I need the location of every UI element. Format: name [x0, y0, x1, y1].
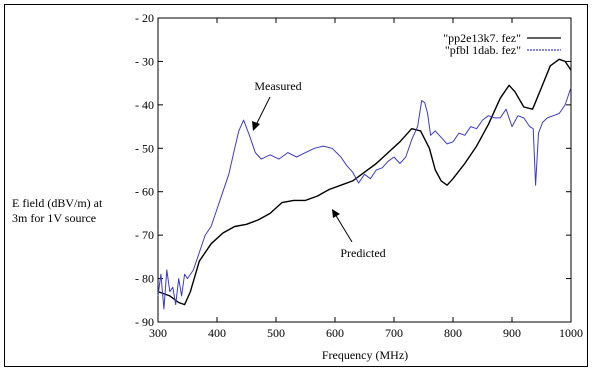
plot-area: [157, 17, 572, 323]
legend-label-measured-file: "pfbl 1dab. fez": [445, 43, 521, 57]
y-axis-ticks: - 20 - 30 - 40 - 50 - 60 - 70 - 80 - 90: [135, 11, 571, 329]
plot-border: [157, 17, 572, 323]
y-tick-label: - 50: [135, 141, 154, 155]
y-tick-label: - 60: [135, 185, 154, 199]
y-tick-label: - 30: [135, 54, 154, 68]
y-tick-label: - 80: [135, 272, 154, 286]
x-tick-label: 400: [208, 326, 226, 340]
y-tick-label: - 40: [135, 98, 154, 112]
chart-frame: [4, 4, 588, 367]
annotation-predicted-arrowhead: [332, 209, 340, 218]
series-line-measured: [157, 87, 572, 310]
annotation-predicted-arrow: [334, 213, 353, 243]
y-axis-label-line-1: E field (dBV/m) at: [12, 196, 103, 210]
annotation-measured: Measured: [252, 79, 302, 131]
annotation-measured-arrow: [254, 96, 271, 128]
annotation-predicted: Predicted: [332, 209, 386, 260]
legend: "pp2e13k7. fez" "pfbl 1dab. fez": [443, 31, 561, 57]
annotation-measured-label: Measured: [254, 79, 301, 93]
x-tick-label: 800: [444, 326, 462, 340]
x-axis-ticks: 300 400 500 600 700 800 900 1000: [149, 18, 583, 340]
x-tick-label: 500: [267, 326, 285, 340]
legend-label-predicted-file: "pp2e13k7. fez": [443, 31, 521, 45]
y-tick-label: - 20: [135, 11, 154, 25]
x-axis-label: Frequency (MHz): [322, 348, 408, 362]
annotation-measured-arrowhead: [252, 121, 260, 131]
y-tick-label: - 70: [135, 228, 154, 242]
x-tick-label: 300: [149, 326, 167, 340]
annotation-predicted-label: Predicted: [340, 246, 385, 260]
x-tick-label: 1000: [559, 326, 583, 340]
x-tick-label: 600: [326, 326, 344, 340]
x-tick-label: 700: [385, 326, 403, 340]
y-axis-label-line-2: 3m for 1V source: [12, 211, 96, 225]
series-line-predicted: [157, 58, 572, 306]
x-tick-label: 900: [503, 326, 521, 340]
y-tick-label: - 90: [135, 315, 154, 329]
series-layer: [157, 58, 572, 310]
